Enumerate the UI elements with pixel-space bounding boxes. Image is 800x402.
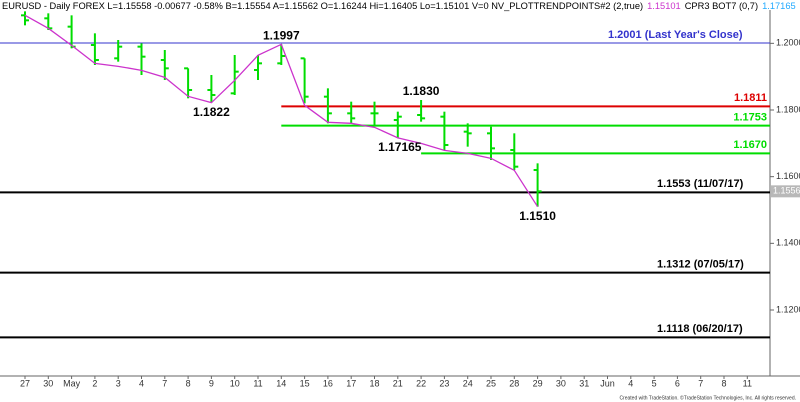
y-tick-label: 1.1400 (776, 238, 800, 248)
point-label: 1.17165 (378, 140, 422, 154)
level-label: 1.1670 (733, 139, 767, 151)
point-label: 1.1510 (519, 209, 556, 223)
x-tick-label: 4 (139, 378, 144, 388)
last-price-box (771, 185, 800, 198)
x-tick-label: 10 (230, 378, 240, 388)
last-price-label: 1.1556 (773, 186, 800, 196)
level-label: 1.1312 (07/05/17) (657, 259, 744, 271)
point-label: 1.1997 (263, 29, 300, 43)
x-tick-label: 3 (116, 378, 121, 388)
x-tick-label: Jun (600, 378, 615, 388)
y-tick-label: 1.1800 (776, 104, 800, 114)
x-tick-label: 14 (276, 378, 286, 388)
x-tick-label: 30 (556, 378, 566, 388)
y-tick-label: 1.2000 (776, 38, 800, 48)
x-tick-label: 27 (20, 378, 30, 388)
x-tick-label: 8 (186, 378, 191, 388)
x-tick-label: 17 (346, 378, 356, 388)
level-label: 1.1753 (733, 112, 767, 124)
level-label: 1.2001 (Last Year's Close) (608, 29, 743, 41)
level-label: 1.1118 (06/20/17) (657, 323, 743, 335)
x-tick-label: 9 (209, 378, 214, 388)
footer: Created with TradeStation. ©TradeStation… (619, 394, 796, 401)
x-tick-label: 25 (486, 378, 496, 388)
x-tick-label: 7 (162, 378, 167, 388)
trend-line (24, 14, 539, 208)
header-part: CPR3 BOT7 (0,7) (685, 1, 758, 11)
x-tick-label: 15 (300, 378, 310, 388)
x-tick-label: 31 (579, 378, 589, 388)
point-label: 1.1822 (193, 105, 230, 119)
y-tick-label: 1.1600 (776, 171, 800, 181)
x-tick-label: 2 (92, 378, 97, 388)
x-tick-label: 23 (439, 378, 449, 388)
header-part: EURUSD - Daily FOREX L=1.15558 -0.00677 … (2, 1, 643, 11)
x-tick-label: 11 (253, 378, 262, 388)
header-part: 1.17165 (762, 1, 796, 11)
x-tick-label: 29 (533, 378, 543, 388)
x-tick-label: 21 (393, 378, 403, 388)
header-part: 1.15101 (647, 1, 681, 11)
level-label: 1.1811 (734, 92, 767, 104)
x-tick-label: 24 (463, 378, 473, 388)
y-tick-label: 1.1200 (776, 304, 800, 314)
x-tick-label: 5 (652, 378, 657, 388)
point-label: 1.1830 (403, 84, 440, 98)
x-tick-label: 22 (416, 378, 426, 388)
x-tick-label: 11 (743, 378, 752, 388)
x-tick-label: May (63, 378, 81, 388)
x-tick-label: 8 (721, 378, 726, 388)
x-tick-label: 16 (323, 378, 333, 388)
x-tick-label: 18 (369, 378, 379, 388)
x-tick-label: 7 (698, 378, 703, 388)
x-tick-label: 28 (509, 378, 519, 388)
x-tick-label: 30 (43, 378, 53, 388)
x-tick-label: 4 (628, 378, 633, 388)
x-tick-label: 6 (675, 378, 680, 388)
level-label: 1.1553 (11/07/17) (657, 178, 744, 190)
header: EURUSD - Daily FOREX L=1.15558 -0.00677 … (2, 1, 800, 11)
